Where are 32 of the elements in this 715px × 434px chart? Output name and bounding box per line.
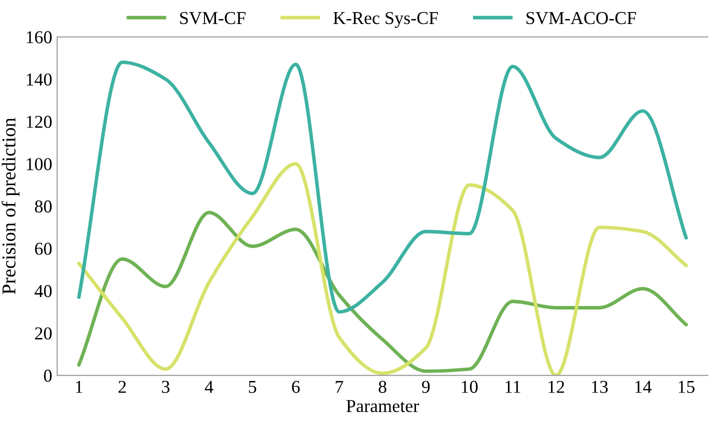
x-tick-label: 4 xyxy=(204,380,214,393)
line-series xyxy=(77,162,688,376)
line-series xyxy=(77,60,688,314)
x-tick-label: 8 xyxy=(378,380,386,393)
y-tick-label: 80 xyxy=(34,200,52,213)
y-tick-label: 40 xyxy=(34,285,52,298)
y-tick-label: 120 xyxy=(26,116,52,128)
x-tick-label: 2 xyxy=(118,380,126,393)
legend-label: SVM-ACO-CF xyxy=(526,12,636,24)
x-tick-label: 3 xyxy=(162,380,170,393)
x-tick-label: 15 xyxy=(678,380,694,393)
y-tick-label: 100 xyxy=(26,158,52,170)
x-tick-label: 5 xyxy=(248,380,256,393)
legend-label: K-Rec Sys-CF xyxy=(333,12,438,28)
x-tick-label: 11 xyxy=(506,380,520,393)
y-tick-label: 60 xyxy=(35,242,52,255)
x-tick-label: 9 xyxy=(422,380,430,393)
x-tick-label: 12 xyxy=(548,380,564,393)
line-series xyxy=(77,210,688,373)
x-tick-label: 1 xyxy=(76,380,82,393)
x-tick-label: 6 xyxy=(292,380,300,393)
x-tick-label: 10 xyxy=(462,380,478,393)
legend-label: SVM-CF xyxy=(180,12,246,24)
y-tick-label: 140 xyxy=(26,73,52,86)
y-tick-label: 0 xyxy=(44,370,52,382)
y-axis-title: Precision of prediction xyxy=(2,118,20,294)
x-tick-label: 13 xyxy=(592,380,608,393)
y-tick-label: 160 xyxy=(26,31,52,44)
x-axis-title: Parameter xyxy=(346,400,419,412)
x-tick-label: 7 xyxy=(336,380,344,393)
x-tick-label: 14 xyxy=(635,380,652,393)
y-tick-label: 20 xyxy=(35,327,52,340)
